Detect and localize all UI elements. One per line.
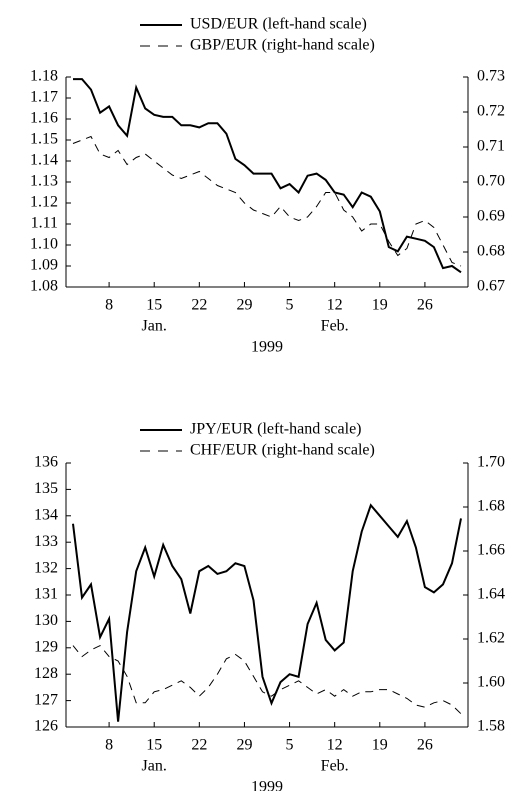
series-line — [72, 644, 462, 715]
series-line — [73, 78, 462, 274]
y-tick-label: 1.18 — [30, 68, 58, 85]
y-tick-label: 1.14 — [30, 152, 58, 169]
y2-tick-label: 0.73 — [477, 68, 505, 85]
x-tick-label: 15 — [146, 737, 162, 754]
y2-tick-label: 0.68 — [477, 243, 505, 260]
x-tick-label: 26 — [417, 297, 433, 314]
x-tick-label: 26 — [417, 737, 433, 754]
y-tick-label: 131 — [34, 586, 58, 603]
y-tick-label: 133 — [34, 533, 58, 550]
y2-tick-label: 1.62 — [477, 630, 505, 647]
legend-label: CHF/EUR (right-hand scale) — [190, 442, 375, 459]
month-label: Feb. — [321, 758, 349, 775]
x-tick-label: 5 — [286, 297, 294, 314]
month-label: Jan. — [142, 318, 167, 335]
y2-tick-label: 1.64 — [477, 586, 505, 603]
y-tick-label: 1.11 — [31, 215, 58, 232]
series-line — [72, 503, 462, 722]
x-tick-label: 8 — [105, 297, 113, 314]
y-tick-label: 134 — [34, 506, 58, 523]
x-tick-label: 15 — [146, 297, 162, 314]
y-tick-label: 136 — [34, 454, 58, 471]
x-tick-label: 12 — [327, 297, 343, 314]
y-tick-label: 126 — [34, 718, 58, 735]
y-tick-label: 130 — [34, 612, 58, 629]
y2-tick-label: 1.70 — [477, 454, 505, 471]
x-tick-label: 29 — [236, 737, 252, 754]
y2-tick-label: 0.69 — [477, 208, 505, 225]
y-tick-label: 128 — [34, 665, 58, 682]
x-tick-label: 19 — [372, 737, 388, 754]
y-tick-label: 1.09 — [30, 257, 58, 274]
x-tick-label: 5 — [286, 737, 294, 754]
y2-tick-label: 0.71 — [477, 138, 505, 155]
legend-label: GBP/EUR (right-hand scale) — [190, 37, 375, 54]
y-tick-label: 135 — [34, 480, 58, 497]
month-label: Feb. — [321, 318, 349, 335]
x-tick-label: 12 — [327, 737, 343, 754]
y-tick-label: 1.12 — [30, 194, 58, 211]
y2-tick-label: 1.60 — [477, 674, 505, 691]
y-tick-label: 1.15 — [30, 131, 58, 148]
y2-tick-label: 0.67 — [477, 278, 505, 295]
y-tick-label: 1.10 — [30, 236, 58, 253]
y2-tick-label: 1.58 — [477, 718, 505, 735]
x-tick-label: 29 — [236, 297, 252, 314]
month-label: Jan. — [142, 758, 167, 775]
y2-tick-label: 1.66 — [477, 542, 505, 559]
y-tick-label: 1.16 — [30, 110, 58, 127]
x-tick-label: 19 — [372, 297, 388, 314]
y2-tick-label: 0.72 — [477, 103, 505, 120]
y2-tick-label: 1.68 — [477, 498, 505, 515]
y-tick-label: 1.08 — [30, 278, 58, 295]
x-tick-label: 22 — [191, 737, 207, 754]
y-tick-label: 129 — [34, 638, 58, 655]
y-tick-label: 132 — [34, 559, 58, 576]
series-line — [72, 135, 462, 267]
x-axis-label: 1999 — [251, 779, 283, 791]
legend-label: USD/EUR (left-hand scale) — [190, 16, 367, 33]
y-tick-label: 1.13 — [30, 173, 58, 190]
x-tick-label: 22 — [191, 297, 207, 314]
y-tick-label: 1.17 — [30, 89, 58, 106]
legend-label: JPY/EUR (left-hand scale) — [190, 421, 362, 438]
x-axis-label: 1999 — [251, 339, 283, 356]
y-tick-label: 127 — [34, 691, 58, 708]
y2-tick-label: 0.70 — [477, 173, 505, 190]
x-tick-label: 8 — [105, 737, 113, 754]
